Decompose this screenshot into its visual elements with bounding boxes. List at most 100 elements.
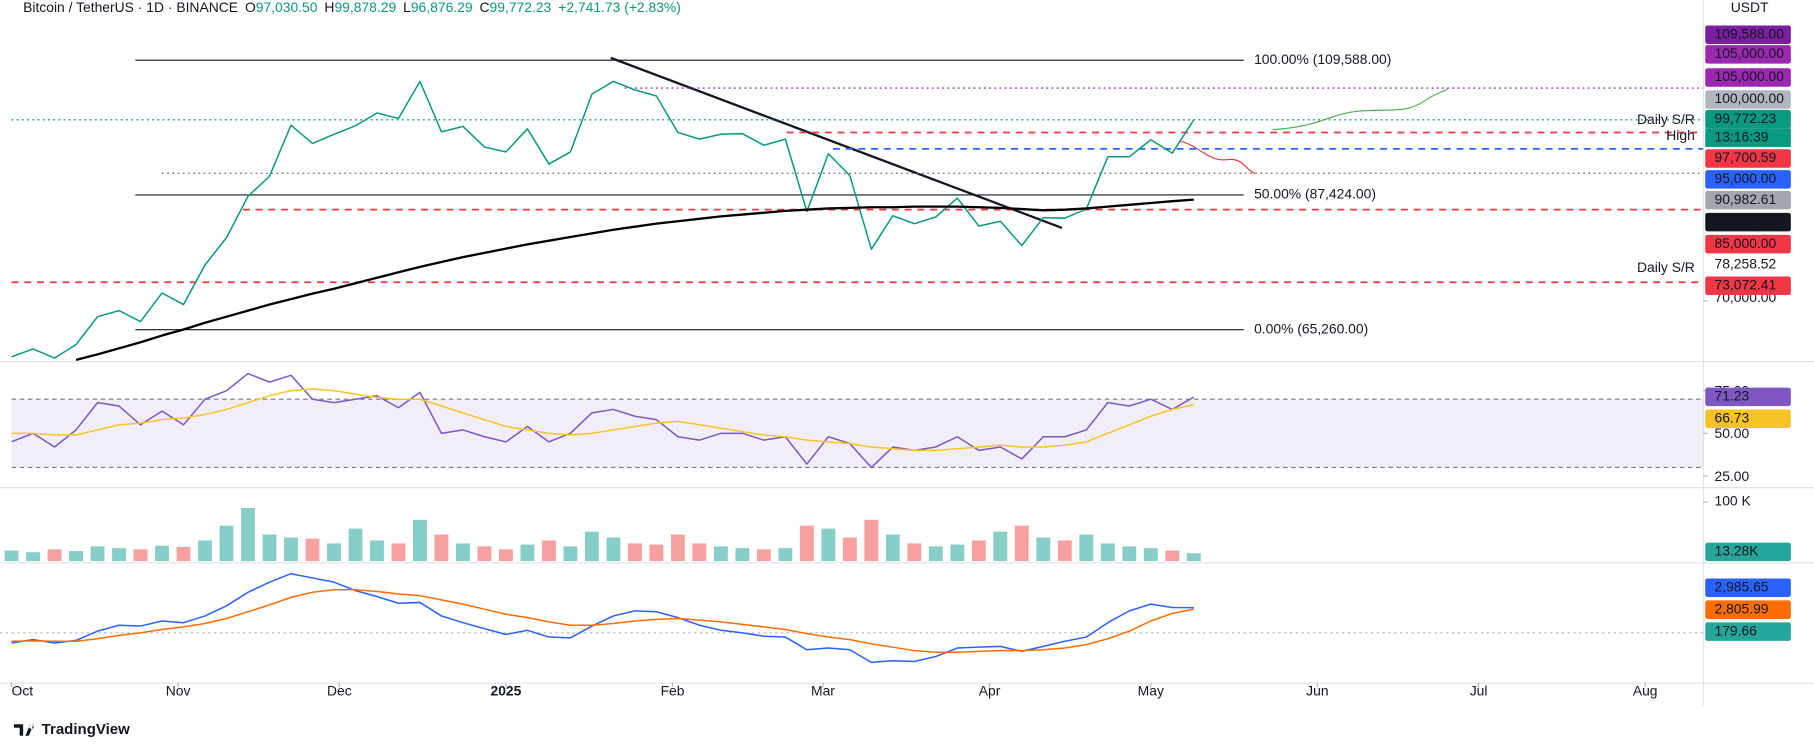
x-tick-label: Feb	[661, 683, 685, 699]
volume-bar	[907, 543, 922, 562]
volume-bar	[1143, 548, 1158, 562]
volume-bar	[477, 546, 492, 562]
volume-bar	[176, 546, 191, 562]
price-tag: 90,982.61	[1715, 191, 1777, 207]
price-tag: 78,258.52	[1715, 256, 1777, 272]
last-value-tag: 66.73	[1715, 409, 1750, 425]
price-tag-bg	[1705, 90, 1791, 109]
price-tag-bg	[1705, 45, 1791, 64]
ohlc-value: 97,030.50	[256, 0, 318, 15]
change: +2,741.73 (+2.83%)	[558, 0, 681, 15]
last-value-tag-bg	[1705, 387, 1791, 407]
ohlc-key: L	[403, 0, 411, 15]
volume-bar	[198, 540, 212, 562]
volume-bar	[799, 525, 814, 562]
price-tag-bg	[1705, 109, 1791, 129]
volume-bar	[348, 528, 363, 562]
ohlc-value: 99,772.23	[490, 0, 552, 15]
volume-bar	[1100, 543, 1115, 562]
series-line	[11, 80, 1195, 359]
volume-bar	[219, 525, 234, 562]
volume-bar	[864, 519, 879, 562]
volume-bar	[627, 543, 642, 562]
volume-bar	[993, 531, 1008, 562]
volume-tag: 13.28K	[1715, 543, 1760, 559]
price-tag: 100,000.00	[1715, 90, 1785, 106]
volume-bar	[391, 543, 406, 562]
last-value-tag: 71.23	[1715, 387, 1750, 403]
price-tag: 85,000.00	[1715, 235, 1777, 251]
price-tag-bg	[1705, 578, 1791, 597]
price-tag-bg	[1705, 25, 1791, 44]
ohlc-key: C	[480, 0, 490, 15]
ohlc-key: O	[245, 0, 256, 15]
volume-bar	[928, 546, 943, 562]
annotation: Daily S/R	[1637, 259, 1695, 275]
annotation: Daily S/R	[1637, 111, 1695, 127]
price-tag: 97,700.59	[1715, 149, 1777, 165]
volume-bar	[713, 546, 728, 562]
price-tag: 105,000.00	[1715, 45, 1785, 61]
annotation: High	[1666, 127, 1695, 143]
series-line	[11, 589, 1194, 654]
volume-bar	[1079, 534, 1094, 562]
price-tag-bg	[1705, 622, 1791, 641]
volume-bar	[541, 540, 556, 562]
volume-bar	[563, 546, 578, 562]
x-tick-label: Aug	[1633, 683, 1658, 699]
volume-bar	[670, 534, 685, 562]
projection-down	[1179, 140, 1256, 175]
series-line	[11, 572, 1194, 664]
volume-bar	[1014, 525, 1029, 562]
price-tag-bg	[1705, 170, 1791, 189]
ohlc: O97,030.50 H99,878.29 L96,876.29 C99,772.23	[245, 0, 552, 15]
price-tag-bg	[1705, 234, 1791, 254]
volume-bar	[606, 537, 621, 562]
volume-bar	[1057, 540, 1072, 562]
countdown-bg	[1705, 128, 1791, 147]
x-tick-label: 2025	[491, 683, 522, 699]
logo	[13, 724, 34, 736]
volume-bar	[735, 548, 750, 562]
volume-bar	[90, 546, 105, 562]
fib-label: 0.00% (65,260.00)	[1254, 320, 1368, 336]
volume-bar	[370, 540, 384, 562]
volume-bar	[327, 543, 341, 562]
price-tag: 2,985.65	[1715, 578, 1769, 594]
volume-bar	[305, 538, 320, 562]
price-tag: 95,000.00	[1715, 170, 1777, 186]
x-tick-label: Jun	[1306, 683, 1328, 699]
volume-bar	[692, 543, 707, 562]
volume-bar	[69, 551, 83, 562]
volume-bar	[885, 534, 900, 562]
price-tag: 105,000.00	[1715, 68, 1785, 84]
price-tag: 179.66	[1715, 622, 1758, 638]
x-tick-label: Oct	[12, 683, 34, 699]
volume-bar	[262, 534, 277, 562]
price-tag-bg	[1705, 68, 1791, 87]
volume-bar	[778, 548, 793, 562]
price-tag-bg	[1705, 276, 1791, 296]
volume-bar	[1036, 537, 1051, 562]
currency: USDT	[1731, 0, 1769, 15]
price-tag-bg	[1705, 190, 1791, 210]
volume-bar	[520, 544, 535, 562]
price-tag: 99,772.23	[1715, 110, 1777, 126]
ohlc-key: H	[324, 0, 334, 15]
symbol: Bitcoin / TetherUS · 1D · BINANCE	[23, 0, 238, 15]
volume-bar	[821, 528, 836, 562]
price-tag-bg	[1705, 600, 1791, 619]
volume-bar	[413, 519, 427, 562]
volume-bar	[756, 549, 771, 562]
y-tick-label: 25.00	[1715, 468, 1750, 484]
volume-bar	[133, 549, 148, 562]
y-tick-label: 100 K	[1715, 493, 1752, 509]
fib-label: 100.00% (109,588.00)	[1254, 51, 1391, 67]
header: Bitcoin / TetherUS · 1D · BINANCE O97,030…	[23, 0, 1769, 15]
x-tick-label: May	[1138, 683, 1164, 699]
x-tick-label: Apr	[979, 683, 1001, 699]
price-tag-bg	[1705, 212, 1791, 232]
